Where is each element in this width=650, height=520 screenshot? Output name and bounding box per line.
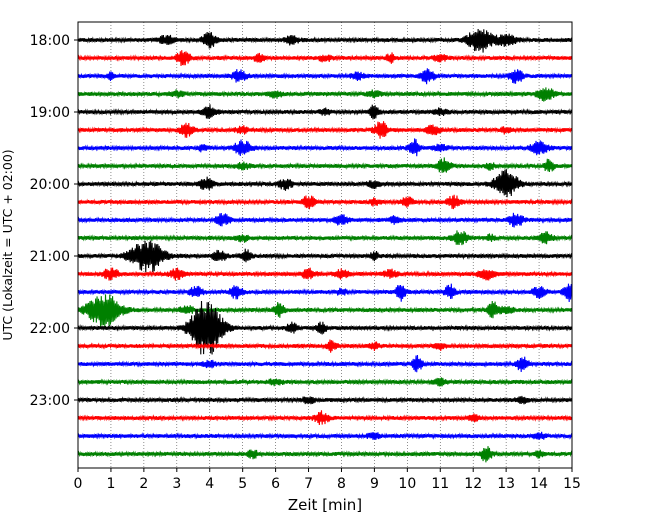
x-tick-label: 5 — [238, 476, 247, 492]
y-axis-label: UTC (Lokalzeit = UTC + 02:00) — [0, 149, 15, 340]
trace-line — [78, 294, 572, 328]
trace-line — [78, 50, 572, 66]
x-tick-label: 2 — [139, 476, 148, 492]
x-tick-label: 9 — [370, 476, 379, 492]
trace-line — [78, 377, 572, 387]
x-tick-label: 12 — [464, 476, 482, 492]
seismic-traces — [78, 29, 572, 463]
y-tick-label: 23:00 — [30, 393, 70, 409]
trace-line — [78, 169, 572, 198]
trace-line — [78, 446, 572, 463]
y-tick-label: 22:00 — [30, 321, 70, 337]
x-tick-label: 14 — [530, 476, 548, 492]
x-tick-label: 13 — [497, 476, 515, 492]
y-tick-label: 21:00 — [30, 249, 70, 265]
trace-line — [78, 121, 572, 139]
trace-line — [78, 339, 572, 353]
trace-line — [78, 157, 572, 173]
x-tick-label: 1 — [106, 476, 115, 492]
trace-line — [78, 194, 572, 210]
trace-line — [78, 240, 572, 273]
y-tick-label: 20:00 — [30, 177, 70, 193]
trace-line — [78, 267, 572, 281]
trace-line — [78, 29, 572, 53]
trace-line — [78, 395, 572, 405]
trace-line — [78, 68, 572, 85]
trace-line — [78, 230, 572, 246]
trace-line — [78, 87, 572, 102]
x-tick-label: 8 — [337, 476, 346, 492]
x-tick-label: 3 — [172, 476, 181, 492]
trace-line — [78, 301, 572, 355]
x-tick-label: 6 — [271, 476, 280, 492]
x-tick-label: 4 — [205, 476, 214, 492]
trace-line — [78, 283, 572, 303]
trace-line — [78, 138, 572, 157]
x-tick-label: 7 — [304, 476, 313, 492]
y-tick-label: 19:00 — [30, 105, 70, 121]
x-tick-label: 0 — [74, 476, 83, 492]
trace-line — [78, 104, 572, 120]
x-axis-ticks: 0 1 2 3 4 5 6 7 8 9 10 11 12 13 14 15 — [74, 468, 581, 492]
x-tick-label: 15 — [563, 476, 581, 492]
x-tick-label: 11 — [431, 476, 449, 492]
trace-line — [78, 355, 572, 373]
x-tick-label: 10 — [398, 476, 416, 492]
trace-line — [78, 410, 572, 425]
y-axis-ticks: 18:00 19:00 20:00 21:00 22:00 23:00 — [30, 33, 78, 409]
plot-frame — [77, 21, 573, 469]
trace-line — [78, 431, 572, 440]
trace-line — [78, 212, 572, 228]
y-tick-label: 18:00 — [30, 33, 70, 49]
x-axis-label: Zeit [min] — [288, 496, 362, 514]
